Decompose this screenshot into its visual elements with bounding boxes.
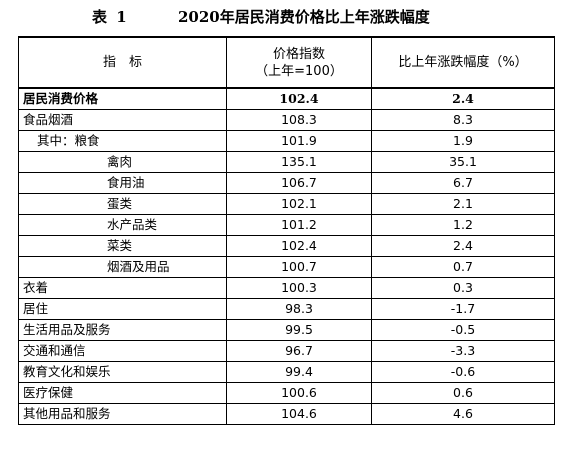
row-index: 135.1 [226, 151, 372, 173]
price-index-header-line2: （上年=100） [255, 63, 343, 79]
table-row: 医疗保健 100.6 0.6 [18, 382, 555, 404]
table-title: 2020年居民消费价格比上年涨跌幅度 [178, 8, 430, 26]
table-row: 居民消费价格 102.4 2.4 [18, 87, 555, 110]
row-index: 102.1 [226, 193, 372, 215]
table-header-row: 指 标 价格指数 （上年=100） 比上年涨跌幅度（%） [18, 36, 555, 89]
row-change: 1.2 [371, 214, 555, 236]
table-row: 生活用品及服务 99.5 -0.5 [18, 319, 555, 341]
row-index: 98.3 [226, 298, 372, 320]
row-index: 99.5 [226, 319, 372, 341]
row-index: 102.4 [226, 87, 372, 110]
row-change: 2.4 [371, 235, 555, 257]
row-change: 0.6 [371, 382, 555, 404]
row-index: 108.3 [226, 109, 372, 131]
row-change: 0.7 [371, 256, 555, 278]
row-name: 禽肉 [18, 151, 227, 173]
row-name: 医疗保健 [18, 382, 227, 404]
table-row: 其中：粮食 101.9 1.9 [18, 130, 555, 152]
price-index-table: 指 标 价格指数 （上年=100） 比上年涨跌幅度（%） 居民消费价格 102.… [18, 36, 555, 425]
row-change: 4.6 [371, 403, 555, 425]
row-change: 8.3 [371, 109, 555, 131]
row-name: 教育文化和娱乐 [18, 361, 227, 383]
row-name: 衣着 [18, 277, 227, 299]
row-change: 2.4 [371, 87, 555, 110]
row-name: 居住 [18, 298, 227, 320]
table-row: 交通和通信 96.7 -3.3 [18, 340, 555, 362]
row-change: -3.3 [371, 340, 555, 362]
row-name: 交通和通信 [18, 340, 227, 362]
row-change: 35.1 [371, 151, 555, 173]
row-index: 99.4 [226, 361, 372, 383]
row-name: 烟酒及用品 [18, 256, 227, 278]
row-name: 水产品类 [18, 214, 227, 236]
table-caption: 表 1 2020年居民消费价格比上年涨跌幅度 [0, 2, 572, 28]
table-row: 食品烟酒 108.3 8.3 [18, 109, 555, 131]
table-row: 禽肉 135.1 35.1 [18, 151, 555, 173]
table-number: 表 1 [92, 8, 129, 26]
row-name: 居民消费价格 [18, 87, 227, 110]
column-header-indicator: 指 标 [18, 36, 227, 89]
column-header-change: 比上年涨跌幅度（%） [371, 36, 555, 89]
table-row: 衣着 100.3 0.3 [18, 277, 555, 299]
table-row: 蛋类 102.1 2.1 [18, 193, 555, 215]
table-row: 水产品类 101.2 1.2 [18, 214, 555, 236]
row-name: 其中：粮食 [18, 130, 227, 152]
row-index: 96.7 [226, 340, 372, 362]
row-index: 100.3 [226, 277, 372, 299]
row-index: 101.9 [226, 130, 372, 152]
row-name: 蛋类 [18, 193, 227, 215]
table-row: 烟酒及用品 100.7 0.7 [18, 256, 555, 278]
row-name: 生活用品及服务 [18, 319, 227, 341]
column-header-price-index: 价格指数 （上年=100） [226, 36, 372, 89]
row-change: 0.3 [371, 277, 555, 299]
row-index: 104.6 [226, 403, 372, 425]
row-change: 6.7 [371, 172, 555, 194]
table-row: 菜类 102.4 2.4 [18, 235, 555, 257]
table-row: 其他用品和服务 104.6 4.6 [18, 403, 555, 425]
row-change: -0.5 [371, 319, 555, 341]
row-name: 食品烟酒 [18, 109, 227, 131]
row-name: 菜类 [18, 235, 227, 257]
row-index: 102.4 [226, 235, 372, 257]
row-index: 106.7 [226, 172, 372, 194]
table-row: 教育文化和娱乐 99.4 -0.6 [18, 361, 555, 383]
table-row: 居住 98.3 -1.7 [18, 298, 555, 320]
table-row: 食用油 106.7 6.7 [18, 172, 555, 194]
row-change: -1.7 [371, 298, 555, 320]
row-change: 1.9 [371, 130, 555, 152]
row-change: 2.1 [371, 193, 555, 215]
row-name: 其他用品和服务 [18, 403, 227, 425]
row-name: 食用油 [18, 172, 227, 194]
price-index-header-line1: 价格指数 [272, 46, 325, 62]
row-index: 100.6 [226, 382, 372, 404]
row-index: 100.7 [226, 256, 372, 278]
row-change: -0.6 [371, 361, 555, 383]
row-index: 101.2 [226, 214, 372, 236]
